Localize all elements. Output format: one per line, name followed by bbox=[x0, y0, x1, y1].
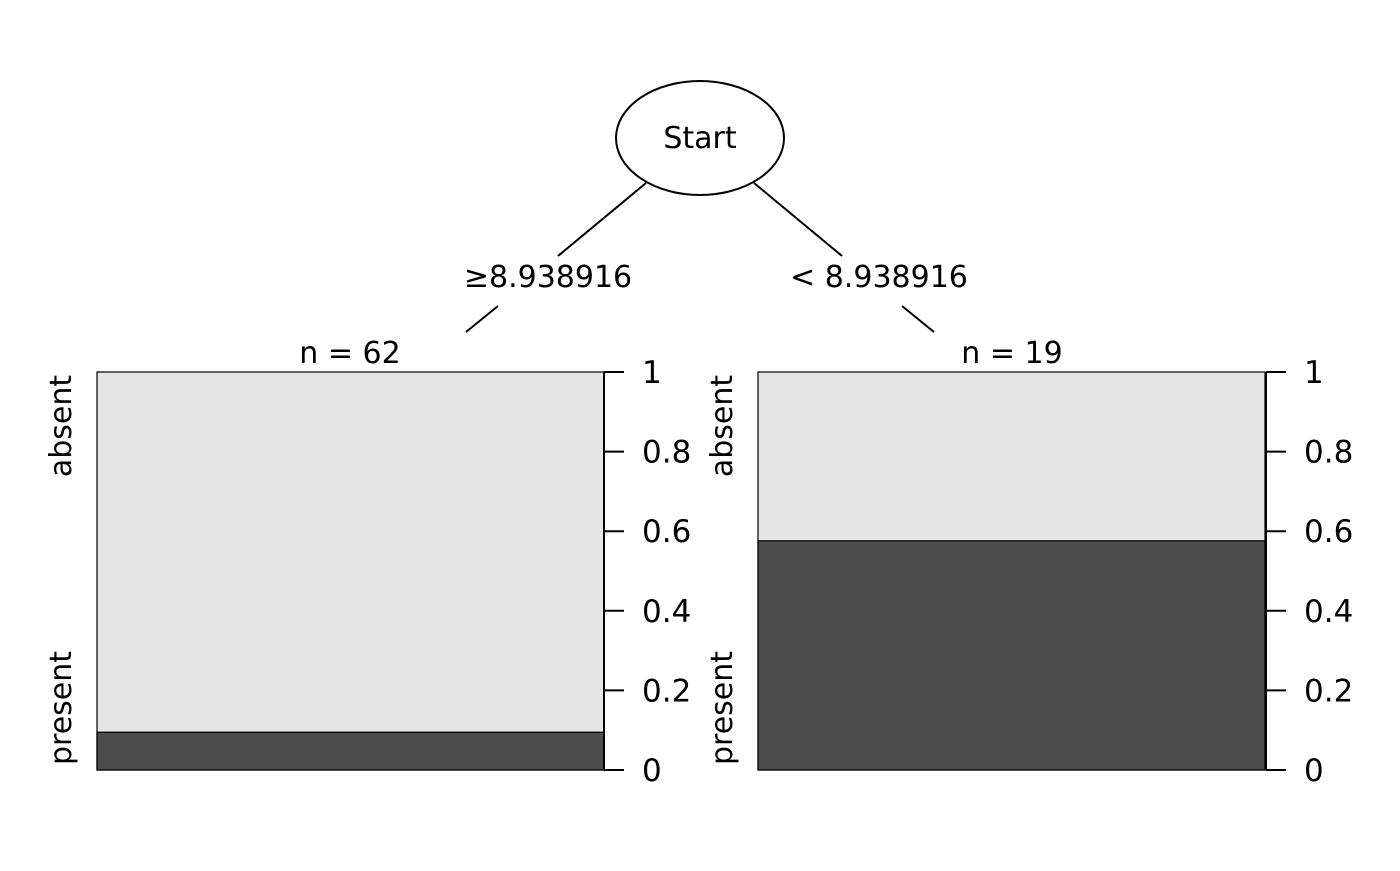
left-edge-lower bbox=[465, 305, 499, 333]
left-leaf-axis: 0 0.2 0.4 0.6 0.8 1 bbox=[603, 355, 691, 789]
right-leaf-present-label: present bbox=[705, 651, 740, 765]
right-leaf-tick-label: 0.8 bbox=[1304, 435, 1353, 471]
left-leaf-tick-label: 0.8 bbox=[642, 435, 691, 471]
right-leaf-present-bar bbox=[757, 540, 1266, 771]
left-edge-label: ≥8.938916 bbox=[464, 260, 632, 295]
left-leaf-absent-label: absent bbox=[44, 375, 79, 478]
right-edge-upper bbox=[753, 182, 843, 257]
right-leaf-axis: 0 0.2 0.4 0.6 0.8 1 bbox=[1265, 355, 1353, 789]
right-leaf-tick-label: 0.4 bbox=[1304, 594, 1353, 630]
right-edge-label: < 8.938916 bbox=[790, 260, 968, 295]
left-leaf-present-label: present bbox=[44, 651, 79, 765]
left-edge-upper bbox=[557, 182, 647, 257]
right-edge-lower bbox=[901, 305, 935, 333]
left-leaf-tick-label: 0.4 bbox=[642, 594, 691, 630]
right-leaf-tick-label: 1 bbox=[1304, 355, 1324, 391]
root-node-ellipse bbox=[615, 80, 785, 196]
right-leaf-tick-label: 0.2 bbox=[1304, 673, 1353, 709]
left-leaf-tick-label: 0.6 bbox=[642, 514, 691, 550]
right-leaf-tick-label: 0 bbox=[1304, 753, 1324, 789]
left-leaf-present-bar bbox=[96, 731, 605, 771]
right-leaf-n-label: n = 19 bbox=[961, 336, 1062, 371]
right-leaf-tick-label: 0.6 bbox=[1304, 514, 1353, 550]
left-leaf-tick-label: 0.2 bbox=[642, 673, 691, 709]
left-leaf-n-label: n = 62 bbox=[299, 336, 400, 371]
root-node-label: Start bbox=[663, 121, 737, 156]
left-leaf-absent-bar bbox=[96, 371, 605, 771]
right-leaf-absent-label: absent bbox=[705, 375, 740, 478]
left-leaf-tick-label: 0 bbox=[642, 753, 662, 789]
left-leaf-tick-label: 1 bbox=[642, 355, 662, 391]
